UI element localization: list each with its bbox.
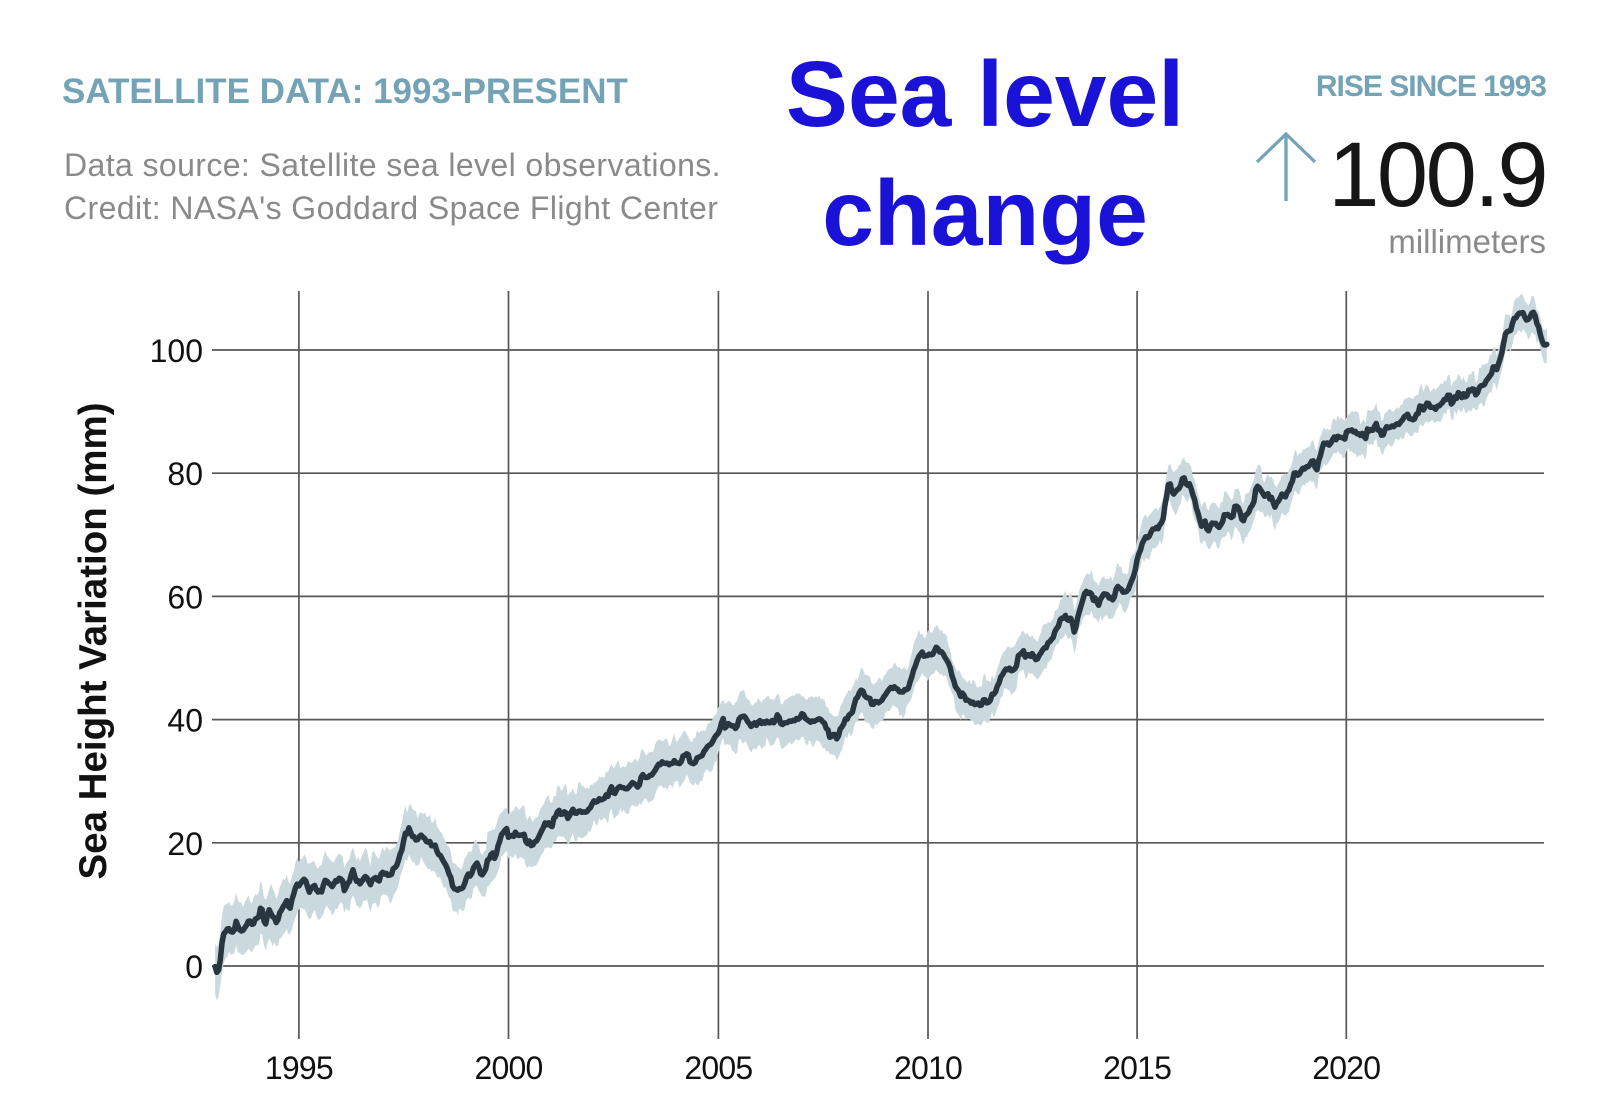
- svg-text:40: 40: [167, 703, 203, 739]
- svg-text:Sea Height Variation (mm): Sea Height Variation (mm): [72, 402, 115, 879]
- svg-text:2015: 2015: [1103, 1050, 1171, 1086]
- svg-text:2010: 2010: [894, 1050, 962, 1086]
- svg-text:20: 20: [167, 826, 203, 862]
- svg-text:100: 100: [150, 333, 203, 369]
- svg-text:80: 80: [167, 456, 203, 492]
- svg-text:1995: 1995: [265, 1050, 333, 1086]
- svg-text:2005: 2005: [684, 1050, 752, 1086]
- svg-text:0: 0: [185, 949, 203, 985]
- svg-text:60: 60: [167, 579, 203, 615]
- svg-text:2020: 2020: [1312, 1050, 1380, 1086]
- svg-text:2000: 2000: [475, 1050, 543, 1086]
